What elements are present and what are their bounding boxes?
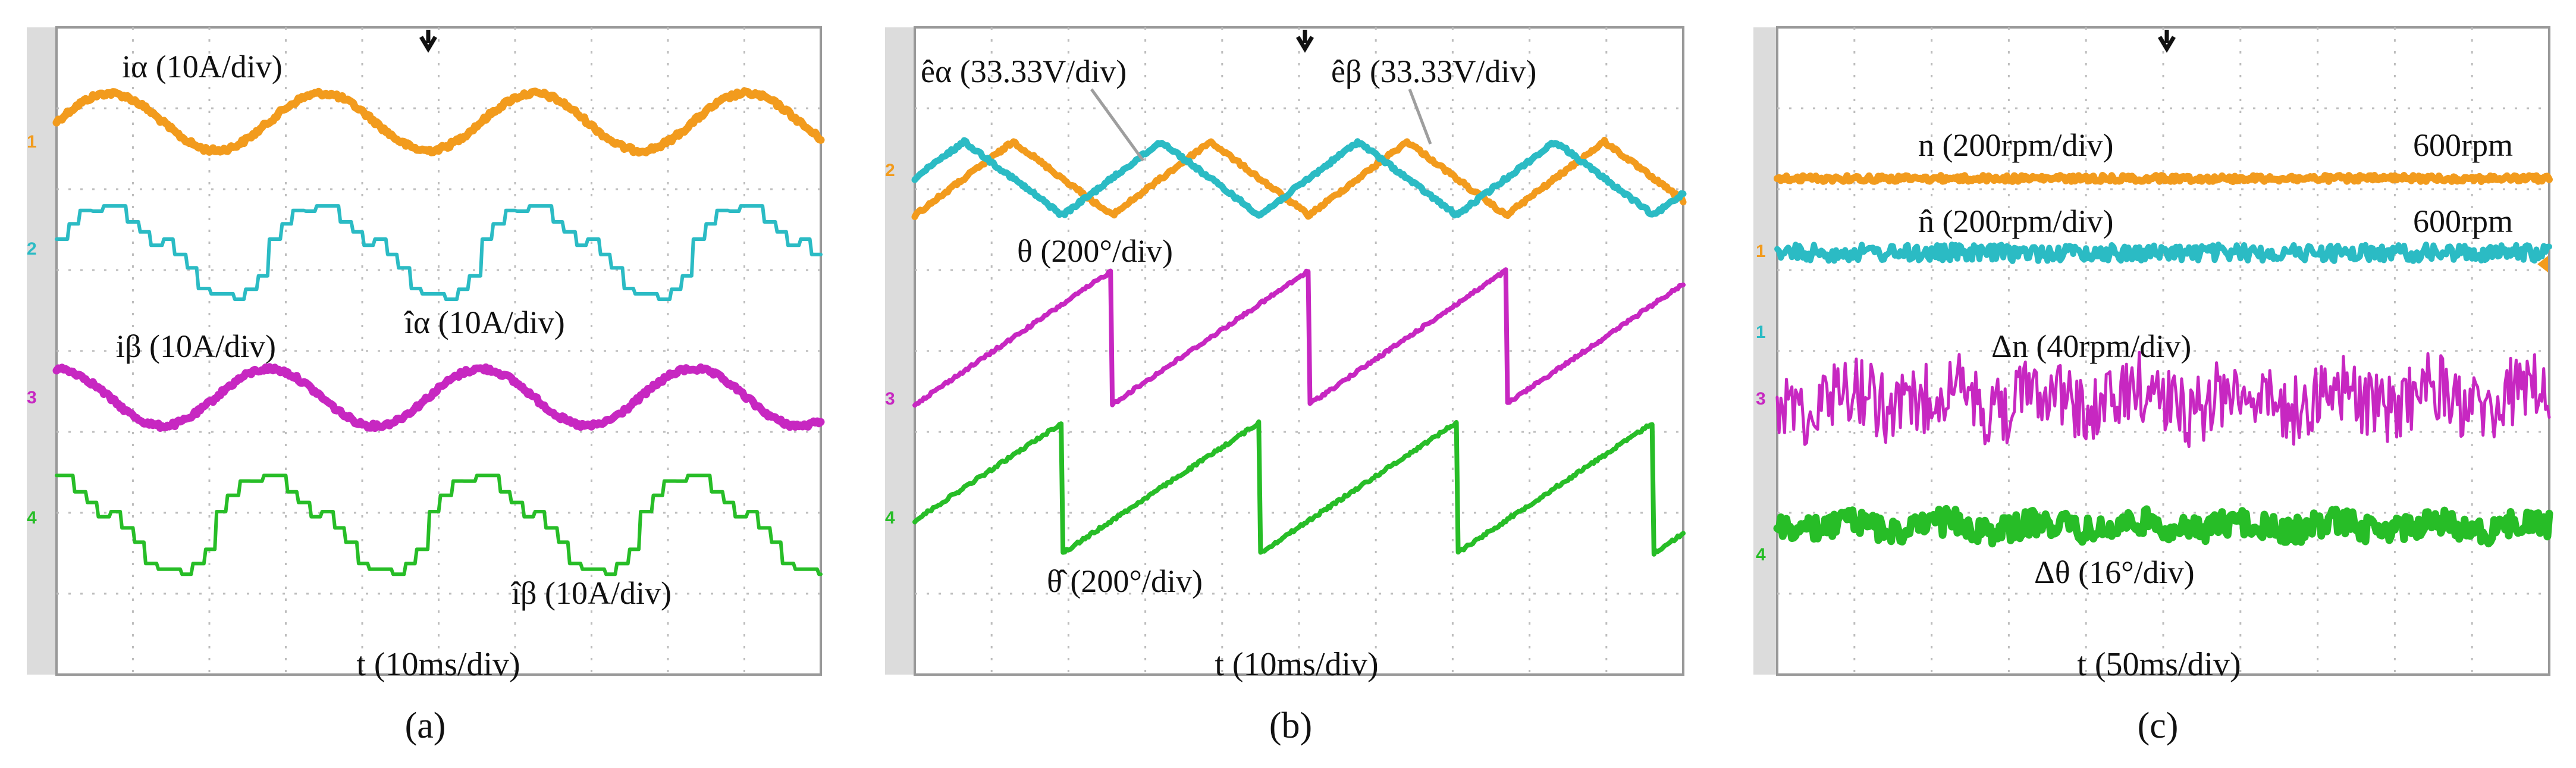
label-i-alpha: iα (10A/div): [122, 49, 283, 84]
label-i-alpha-hat: îα (10A/div): [403, 305, 565, 340]
channel-marker-3: 3: [885, 389, 895, 409]
label-delta-n: Δn (40rpm/div): [1991, 328, 2191, 364]
channel-marker-1: 1: [27, 132, 37, 152]
channel-marker-4: 4: [885, 508, 895, 528]
pointer-e-alpha: [1090, 88, 1145, 162]
channel-marker-2: 2: [885, 161, 895, 180]
label-e-beta-hat: êβ (33.33V/div): [1331, 54, 1536, 89]
channel-marker-3: 3: [1756, 389, 1766, 409]
trace-i-alpha: [52, 87, 825, 157]
label-theta: θ (200°/div): [1017, 233, 1173, 269]
channel-marker-4: 4: [27, 508, 37, 528]
panel-b: 2 3 4 êα (33.33V/div) êβ (33.33V/div) θ …: [885, 26, 1687, 746]
trace-n-hat: [1774, 242, 2552, 264]
trace-i-beta: [52, 363, 825, 432]
channel-marker-4: 4: [1756, 545, 1766, 565]
label-i-beta: iβ (10A/div): [116, 328, 276, 364]
panel-a-trigger-marker: [419, 30, 438, 53]
panel-c-x-axis-label: t (50ms/div): [2077, 646, 2241, 683]
panel-a-caption: (a): [405, 706, 446, 746]
panel-b-caption: (b): [1269, 706, 1312, 746]
label-n-value: 600rpm: [2413, 127, 2513, 163]
trace-delta-n: [1775, 350, 2551, 449]
label-delta-theta: Δθ (16°/div): [2034, 554, 2195, 590]
label-e-alpha-hat: êα (33.33V/div): [921, 54, 1127, 89]
trace-theta-hat: [912, 419, 1686, 557]
trace-e-alpha-hat: [911, 136, 1687, 220]
trace-i-beta-hat: [55, 474, 823, 576]
panel-c-grid: [1777, 27, 2549, 675]
pointer-e-beta: [1408, 89, 1432, 145]
trace-n: [1774, 172, 2553, 185]
channel-marker-1: 1: [1756, 242, 1766, 261]
label-n: n (200rpm/div): [1918, 127, 2113, 163]
panel-c-level-marker: [2537, 256, 2548, 272]
label-theta-hat: θ̂ (200°/div): [1047, 563, 1203, 599]
panel-c-left-strip: [1753, 27, 1780, 675]
trace-theta: [912, 267, 1686, 408]
panel-c-traces: [1773, 172, 2553, 548]
channel-marker-2: 2: [27, 239, 37, 259]
channel-marker-3: 3: [27, 388, 37, 407]
trace-e-beta-hat: [911, 137, 1687, 219]
panel-a-grid: [57, 27, 821, 675]
panel-a: 1 2 3 4 iα (10A/div) îα (10A/div) iβ (10…: [27, 26, 825, 746]
channel-marker-2: 1: [1756, 322, 1766, 342]
panel-a-x-axis-label: t (10ms/div): [356, 646, 520, 683]
panel-a-traces: [52, 87, 825, 576]
panel-c-trigger-marker: [2157, 30, 2176, 53]
panel-c: 1 1 3 4 n (200rpm/div) 600rpm n̂ (200rpm…: [1753, 26, 2553, 746]
label-n-hat-value: 600rpm: [2413, 203, 2513, 239]
panel-c-caption: (c): [2138, 706, 2179, 746]
label-n-hat: n̂ (200rpm/div): [1918, 203, 2113, 239]
panel-b-trigger-marker: [1295, 30, 1314, 53]
trace-i-alpha-hat: [55, 204, 823, 301]
trace-delta-theta: [1773, 504, 2553, 548]
panel-b-x-axis-label: t (10ms/div): [1215, 646, 1378, 683]
panel-b-traces: [911, 136, 1687, 557]
label-i-beta-hat: îβ (10A/div): [510, 575, 672, 611]
panel-b-left-strip: [885, 27, 918, 675]
panel-a-left-strip: [27, 27, 59, 675]
